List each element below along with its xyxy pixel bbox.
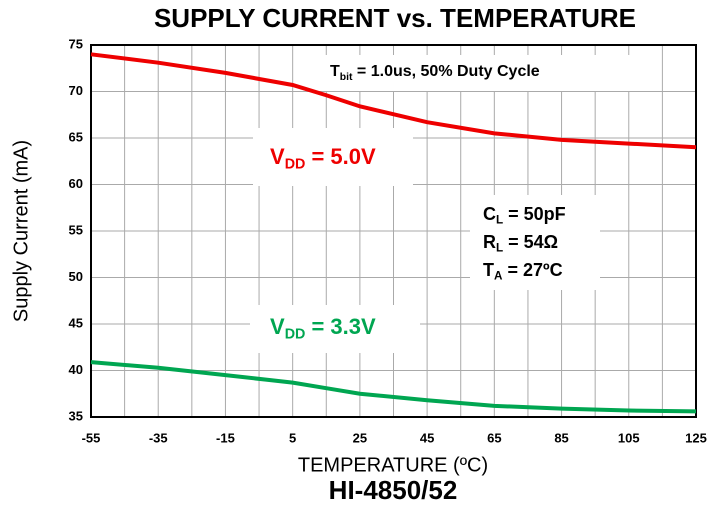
x-tick-label: -15 — [216, 430, 235, 445]
annotation-sub: DD — [285, 156, 306, 172]
y-tick-label: 50 — [69, 269, 83, 284]
y-tick-label: 70 — [69, 83, 83, 98]
x-tick-label: -35 — [149, 430, 168, 445]
annotation: VDD = 3.3V — [270, 314, 376, 343]
annotation: TA = 27ºC — [483, 260, 563, 283]
annotation-rest: = 50pF — [503, 204, 566, 224]
series-line — [90, 360, 697, 414]
annotation-sub: DD — [285, 326, 306, 342]
x-tick-label: 45 — [420, 430, 434, 445]
x-tick-label: -55 — [82, 430, 101, 445]
y-tick-label: 40 — [69, 362, 83, 377]
chart-title: SUPPLY CURRENT vs. TEMPERATURE — [154, 3, 636, 33]
x-axis-label: TEMPERATURE (ºC) — [298, 454, 488, 476]
x-tick-label: 65 — [487, 430, 501, 445]
annotation: VDD = 5.0V — [270, 144, 376, 173]
x-tick-label: 85 — [554, 430, 568, 445]
annotation-sub: L — [496, 241, 503, 254]
y-axis-label: Supply Current (mA) — [10, 140, 32, 322]
y-tick-label: 55 — [69, 222, 83, 237]
annotation-main: V — [270, 314, 285, 339]
annotation-sub: A — [494, 269, 503, 282]
annotation-main: V — [270, 144, 285, 169]
plot-frame — [90, 44, 697, 418]
annotation-main: T — [483, 260, 494, 280]
x-tick-label: 125 — [685, 430, 707, 445]
annotation-background — [250, 305, 420, 353]
annotation-rest: = 54Ω — [503, 232, 558, 252]
annotation-rest: = 3.3V — [305, 314, 376, 339]
annotation: RL = 54Ω — [483, 232, 558, 255]
annotation-background — [300, 55, 645, 91]
annotation-rest: = 1.0us, 50% Duty Cycle — [352, 63, 539, 80]
annotation-background — [253, 128, 413, 186]
x-tick-label: 5 — [289, 430, 296, 445]
y-tick-label: 65 — [69, 129, 83, 144]
annotation-main: T — [330, 63, 340, 80]
y-tick-label: 75 — [69, 36, 83, 51]
annotation-sub: bit — [340, 72, 353, 83]
annotation-main: C — [483, 204, 496, 224]
y-tick-label: 35 — [69, 408, 83, 423]
annotation: CL = 50pF — [483, 204, 566, 227]
annotation-background — [470, 195, 600, 290]
x-tick-label: 25 — [353, 430, 367, 445]
footer: HI-4850/52 — [329, 475, 458, 505]
annotation-rest: = 27ºC — [502, 260, 562, 280]
annotation-rest: = 5.0V — [305, 144, 376, 169]
series-line — [90, 52, 697, 150]
annotation: Tbit = 1.0us, 50% Duty Cycle — [330, 63, 540, 82]
annotation-main: R — [483, 232, 496, 252]
x-tick-label: 105 — [618, 430, 640, 445]
y-tick-label: 60 — [69, 176, 83, 191]
annotation-sub: L — [496, 213, 503, 226]
y-tick-label: 45 — [69, 315, 83, 330]
